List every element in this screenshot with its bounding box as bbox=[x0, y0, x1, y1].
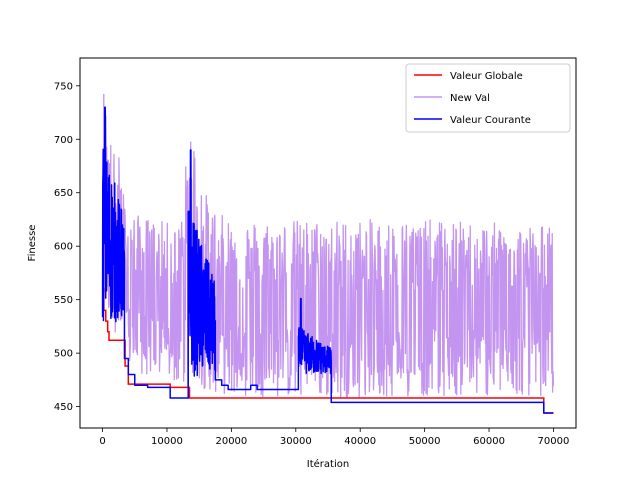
y-tick-label: 600 bbox=[54, 242, 73, 253]
y-tick-label: 750 bbox=[54, 81, 73, 92]
legend-box bbox=[405, 63, 571, 133]
plot-frame bbox=[79, 57, 577, 429]
x-tick-label: 40000 bbox=[344, 436, 376, 447]
legend-label: Valeur Courante bbox=[450, 115, 531, 126]
legend-label: Valeur Globale bbox=[450, 71, 523, 82]
x-axis-label: Itération bbox=[307, 458, 349, 470]
legend: Valeur Globale New Val Valeur Courante bbox=[405, 63, 571, 133]
x-tick-label: 10000 bbox=[151, 436, 183, 447]
x-axis-ticks: 0 10000 20000 30000 40000 50000 60000 70000 bbox=[99, 428, 569, 447]
series-valeur-globale-line bbox=[102, 288, 554, 414]
x-tick-label: 70000 bbox=[538, 436, 570, 447]
x-tick-label: 50000 bbox=[409, 436, 441, 447]
y-axis-label: Finesse bbox=[27, 225, 38, 262]
x-tick-label: 30000 bbox=[280, 436, 312, 447]
x-tick-label: 0 bbox=[99, 436, 105, 447]
y-tick-label: 550 bbox=[54, 295, 73, 306]
x-tick-label: 60000 bbox=[473, 436, 505, 447]
y-tick-label: 650 bbox=[54, 188, 73, 199]
x-tick-label: 20000 bbox=[215, 436, 247, 447]
legend-label: New Val bbox=[450, 93, 490, 104]
y-axis-ticks: 450 500 550 600 650 700 750 bbox=[54, 81, 80, 413]
y-tick-label: 500 bbox=[54, 349, 73, 360]
series-valeur-courante-line bbox=[101, 106, 554, 414]
series-new-val-line bbox=[101, 93, 555, 399]
y-tick-label: 450 bbox=[54, 402, 73, 413]
series-layer bbox=[101, 93, 555, 414]
y-tick-label: 700 bbox=[54, 135, 73, 146]
